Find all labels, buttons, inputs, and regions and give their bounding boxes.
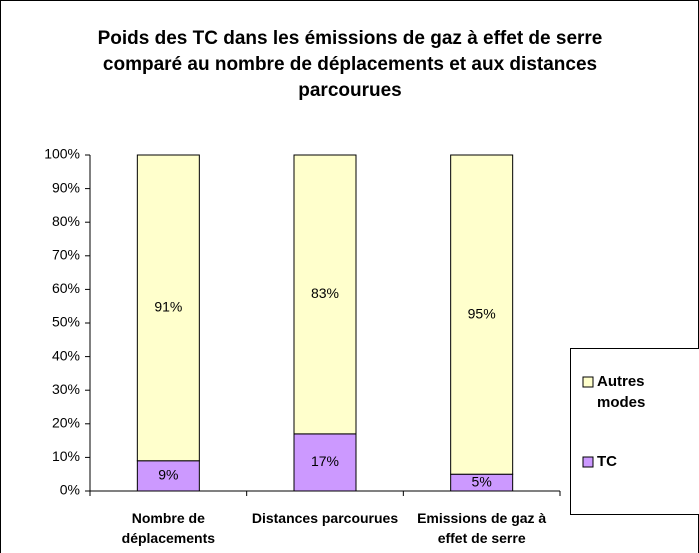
data-label: 91% — [154, 299, 182, 315]
x-tick-label: Nombre de déplacements — [121, 510, 216, 546]
legend-label: Autres modes — [597, 373, 646, 411]
y-tick-label: 50% — [52, 314, 80, 330]
bar-segment — [136, 460, 200, 492]
x-tick-label: Emissions de gaz à effet de serre — [417, 510, 547, 546]
chart-title: Poids des TC dans les émissions de gaz à… — [97, 28, 603, 101]
y-tick-label: 60% — [52, 280, 80, 296]
y-tick-label: 10% — [52, 448, 80, 464]
bar-segment — [450, 154, 514, 475]
legend-label: TC — [597, 453, 617, 470]
bar-segment — [293, 433, 357, 492]
legend-box — [570, 348, 699, 515]
data-label: 5% — [472, 473, 492, 489]
y-tick-label: 0% — [60, 482, 80, 498]
bar-segment — [136, 154, 200, 462]
y-tick-label: 30% — [52, 381, 80, 397]
x-tick-label: Distances parcourues — [251, 510, 399, 526]
legend-swatch — [582, 376, 594, 388]
y-tick-label: 100% — [44, 146, 80, 162]
data-label: 95% — [468, 305, 496, 321]
data-label: 17% — [311, 453, 339, 469]
data-label: 9% — [158, 467, 178, 483]
y-tick-label: 20% — [52, 415, 80, 431]
y-tick-label: 80% — [52, 213, 80, 229]
bar-segment — [293, 154, 357, 435]
y-tick-label: 70% — [52, 247, 80, 263]
legend-swatch — [582, 456, 594, 468]
y-tick-label: 40% — [52, 347, 80, 363]
data-label: 83% — [311, 285, 339, 301]
y-tick-label: 90% — [52, 179, 80, 195]
